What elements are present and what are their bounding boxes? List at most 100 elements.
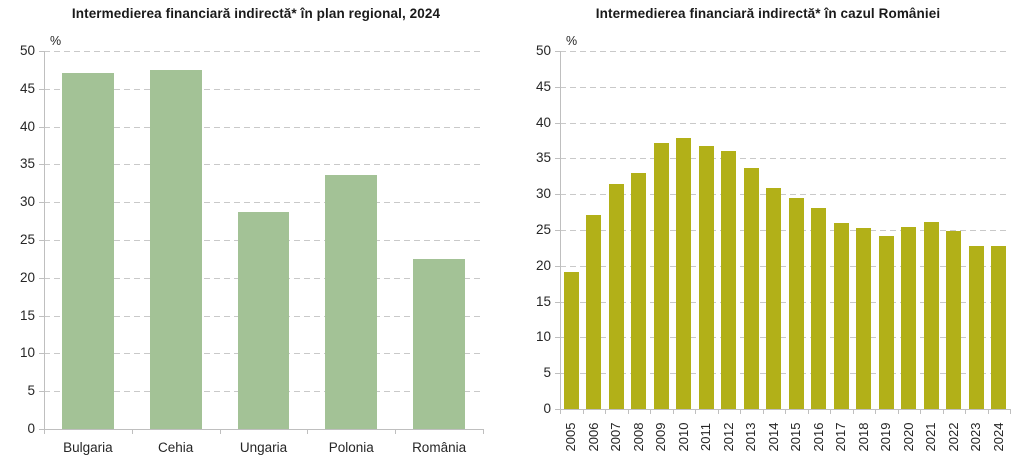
y-axis-tick — [555, 337, 560, 339]
x-tick-label: 2008 — [630, 422, 646, 452]
x-axis-tick — [875, 409, 876, 414]
x-axis-tick — [717, 409, 719, 414]
x-axis-tick — [131, 429, 133, 434]
bar-2017 — [833, 222, 849, 409]
x-tick-label: Cehia — [158, 440, 194, 455]
y-tick-label: 25 — [535, 222, 551, 237]
x-axis-tick — [44, 429, 45, 434]
plot-area-regional: 0 5 10 15 20 25 30 35 40 45 50 Bulgaria Cehia Ungaria… — [19, 34, 484, 455]
chart-pane-romania: Intermedierea financiară indirectă* în c… — [512, 0, 1024, 466]
bar-2010 — [676, 137, 692, 409]
gridline — [560, 51, 1010, 52]
gridline — [560, 230, 1010, 231]
y-tick-label: 20 — [535, 257, 551, 273]
bar-2021 — [923, 222, 939, 409]
x-axis-line — [44, 429, 483, 430]
y-axis-tick — [555, 51, 560, 52]
bar-2008 — [631, 172, 647, 409]
gridline — [560, 158, 1010, 160]
gridline — [560, 301, 1010, 303]
bar-Cehia — [149, 69, 202, 429]
y-axis-tick — [39, 126, 44, 128]
y-axis-tick — [39, 391, 44, 393]
x-axis-tick — [852, 409, 854, 414]
x-axis-tick — [483, 429, 484, 434]
x-tick-label: 2016 — [810, 422, 826, 452]
bar-2019 — [878, 235, 894, 409]
x-axis-tick — [965, 409, 966, 414]
x-axis-tick — [650, 409, 651, 414]
x-axis-tick — [307, 429, 309, 434]
y-axis-unit-label: % — [566, 34, 578, 48]
y-axis-tick — [39, 88, 44, 90]
gridline — [44, 51, 483, 52]
x-tick-label: 2021 — [923, 422, 939, 452]
x-axis-tick — [807, 409, 809, 414]
x-tick-label: 2010 — [675, 422, 691, 452]
x-tick-label: 2015 — [788, 422, 804, 452]
y-axis-tick — [39, 429, 44, 430]
y-axis-line — [44, 51, 45, 429]
bar-Polonia — [325, 174, 378, 429]
y-tick-label: 35 — [19, 156, 35, 172]
y-tick-label: 50 — [535, 43, 551, 58]
y-axis-unit-label: % — [50, 34, 62, 48]
bar-2009 — [653, 143, 669, 409]
x-axis-tick — [395, 429, 397, 434]
x-axis-tick — [695, 409, 696, 414]
x-tick-label: Ungaria — [239, 440, 288, 455]
x-tick-label: Polonia — [328, 440, 374, 455]
x-tick-label: 2005 — [563, 422, 579, 452]
x-tick-label: 2006 — [585, 422, 601, 452]
bar-2020 — [901, 227, 917, 409]
x-tick-label: 2007 — [608, 422, 624, 452]
y-tick-label: 45 — [535, 78, 551, 94]
x-axis-tick — [582, 409, 584, 414]
x-axis-tick — [920, 409, 921, 414]
x-tick-label: Bulgaria — [63, 440, 113, 455]
bar-2012 — [721, 150, 737, 409]
y-tick-label: 10 — [535, 329, 551, 345]
y-tick-label: 40 — [535, 114, 551, 130]
bar-România — [413, 258, 465, 429]
x-tick-label: 2020 — [900, 422, 916, 452]
y-tick-label: 5 — [543, 365, 551, 381]
x-tick-label: 2024 — [990, 422, 1006, 452]
bar-2018 — [856, 227, 872, 409]
x-tick-label: 2019 — [878, 422, 894, 452]
bar-2022 — [946, 230, 962, 409]
bar-2007 — [608, 184, 624, 409]
gridline — [560, 194, 1010, 196]
gridline — [560, 373, 1010, 375]
x-tick-label: 2023 — [968, 422, 984, 452]
x-tick-label: 2022 — [945, 422, 961, 452]
bar-2013 — [743, 167, 759, 409]
x-tick-label: 2013 — [743, 422, 759, 452]
y-tick-label: 20 — [19, 269, 35, 285]
x-tick-label: 2009 — [653, 422, 669, 452]
y-tick-label: 0 — [27, 421, 35, 436]
x-tick-label: 2011 — [698, 423, 714, 451]
x-tick-label: 2014 — [765, 422, 781, 452]
x-axis-tick — [762, 409, 764, 414]
bar-2023 — [968, 245, 984, 409]
x-tick-label: 2012 — [720, 422, 736, 452]
x-axis-tick — [897, 409, 899, 414]
y-axis-tick — [39, 51, 44, 52]
y-axis-tick — [39, 164, 44, 166]
x-axis-tick — [942, 409, 944, 414]
y-tick-label: 15 — [535, 293, 551, 309]
bar-2015 — [788, 198, 804, 409]
bar-2005 — [563, 271, 579, 409]
gridline — [560, 265, 1010, 267]
x-axis-tick — [219, 429, 221, 434]
y-axis-tick — [555, 265, 560, 267]
gridline — [44, 126, 483, 128]
gridline — [44, 88, 483, 90]
chart-title-romania: Intermedierea financiară indirectă* în c… — [595, 6, 941, 21]
y-tick-label: 25 — [19, 232, 35, 247]
y-axis-tick — [39, 240, 44, 241]
y-tick-label: 5 — [27, 383, 35, 399]
y-axis-tick — [555, 194, 560, 196]
